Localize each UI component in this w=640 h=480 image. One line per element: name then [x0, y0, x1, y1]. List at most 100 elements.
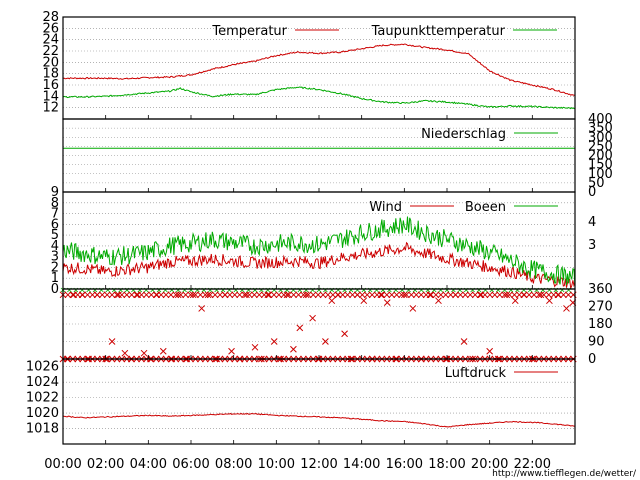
wind-direction-marker — [201, 291, 209, 299]
y-tick-label: 0 — [588, 352, 596, 367]
wind-direction-point — [283, 291, 291, 299]
y-tick-label: 300 — [588, 130, 613, 145]
wind-direction-marker — [231, 291, 239, 299]
wind-direction-marker — [388, 291, 396, 299]
y-tick-label: 0 — [588, 185, 596, 200]
wind-direction-marker — [560, 291, 567, 299]
wind-direction-marker — [358, 291, 366, 299]
wind-direction-point — [503, 291, 511, 299]
x-tick-label: 14:00 — [343, 457, 380, 472]
y-tick-label: 1018 — [26, 422, 59, 437]
wind-direction-marker — [412, 291, 420, 299]
wind-direction-point — [270, 338, 278, 345]
y-tick-label: 5 — [51, 228, 59, 243]
legend-label: Niederschlag — [421, 127, 506, 142]
wind-direction-marker — [442, 291, 450, 299]
wind-direction-marker — [471, 291, 479, 299]
x-tick-label: 04:00 — [130, 457, 167, 472]
y-tick-label: 1022 — [26, 391, 59, 406]
wind-direction-marker — [525, 291, 533, 299]
y-tick-label: 1024 — [26, 375, 59, 390]
wind-direction-marker — [270, 291, 278, 299]
wind-direction-point — [452, 291, 459, 299]
wind-direction-marker — [128, 291, 136, 299]
wind-direction-marker — [300, 291, 307, 299]
y-tick-label: 200 — [588, 149, 613, 164]
right-tick-label: 4 — [588, 215, 596, 230]
wind-direction-point — [115, 291, 122, 299]
wind-direction-point — [204, 291, 212, 299]
wind-direction-point — [264, 291, 272, 299]
wind-direction-point — [409, 305, 417, 312]
y-tick-label: 150 — [588, 158, 613, 173]
wind-direction-marker — [192, 291, 199, 299]
wind-direction-marker — [540, 291, 548, 299]
wind-direction-point — [435, 297, 442, 305]
wind-direction-point — [426, 291, 434, 299]
wind-direction-marker — [241, 291, 248, 299]
wind-direction-point — [354, 291, 361, 299]
wind-direction-point — [460, 338, 468, 345]
wind-direction-point — [243, 291, 250, 299]
y-tick-label: 0 — [51, 282, 59, 297]
wind-direction-marker — [511, 291, 518, 299]
y-tick-label: 180 — [588, 317, 613, 332]
y-tick-label: 50 — [588, 176, 605, 191]
y-tick-label: 90 — [588, 335, 605, 350]
wind-direction-point — [360, 297, 368, 305]
wind-direction-point — [228, 347, 235, 355]
wind-direction-marker — [368, 291, 376, 299]
legend-layer: Temperatur Taupunkttemperatur Niederschlag… — [211, 24, 558, 381]
y-tick-label: 8 — [51, 196, 59, 211]
wind-direction-marker — [113, 291, 121, 299]
y-tick-label: 16 — [42, 78, 59, 93]
wind-direction-marker — [304, 291, 312, 299]
y-tick-label: 7 — [51, 207, 59, 222]
y-tick-label: 4 — [51, 239, 59, 254]
wind-direction-marker — [314, 291, 322, 299]
x-tick-label: 16:00 — [386, 457, 423, 472]
wind-direction-marker — [84, 291, 91, 299]
wind-direction-marker — [177, 291, 185, 299]
y-tick-label: 28 — [42, 10, 59, 25]
y-tick-label: 100 — [588, 167, 613, 182]
wind-direction-marker — [172, 291, 180, 299]
y-tick-label: 9 — [51, 185, 59, 200]
wind-direction-marker — [319, 291, 327, 299]
axis-layer: 1214161820222426280501001502002503003504… — [26, 10, 613, 472]
wind-direction-marker — [457, 291, 464, 299]
wind-direction-marker — [432, 291, 440, 299]
wind-direction-marker — [290, 291, 297, 299]
wind-direction-marker — [216, 291, 224, 299]
y-tick-label: 22 — [42, 44, 59, 59]
wind-direction-marker — [143, 291, 150, 299]
x-tick-label: 00:00 — [44, 457, 81, 472]
x-tick-label: 06:00 — [172, 457, 209, 472]
wind-direction-point — [290, 345, 297, 353]
wind-direction-point — [400, 291, 408, 299]
wind-direction-point — [70, 291, 78, 299]
y-tick-label: 400 — [588, 112, 613, 127]
y-tick-label: 18 — [42, 67, 59, 82]
x-tick-label: 20:00 — [471, 457, 508, 472]
wind-direction-point — [563, 305, 570, 312]
wind-direction-marker — [147, 291, 155, 299]
wind-direction-marker — [393, 291, 401, 299]
y-tick-label: 1026 — [26, 360, 59, 375]
wind-direction-marker — [133, 291, 140, 299]
y-tick-label: 24 — [42, 33, 59, 48]
y-tick-label: 14 — [42, 89, 59, 104]
wind-direction-marker — [251, 291, 258, 299]
wind-direction-point — [477, 291, 485, 299]
wind-direction-marker — [280, 291, 288, 299]
wind-direction-marker — [285, 291, 293, 299]
wind-direction-marker — [197, 291, 204, 299]
wind-direction-marker — [565, 291, 572, 299]
wind-direction-point — [296, 324, 304, 332]
wind-direction-marker — [236, 291, 243, 299]
wind-direction-marker — [349, 291, 356, 299]
x-tick-label: 02:00 — [87, 457, 124, 472]
wind-direction-marker — [167, 291, 175, 299]
x-tick-label: 10:00 — [258, 457, 295, 472]
wind-direction-point — [511, 297, 519, 305]
